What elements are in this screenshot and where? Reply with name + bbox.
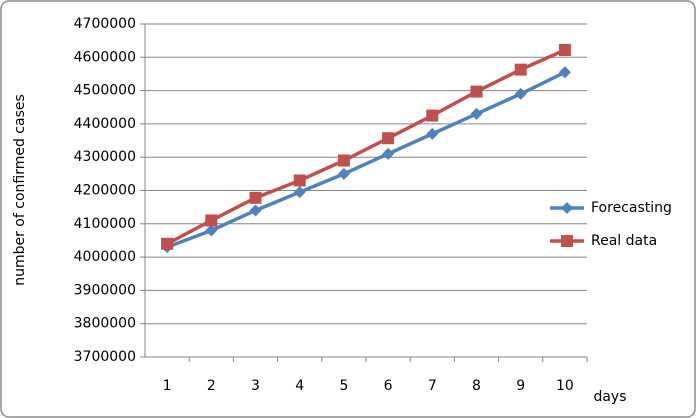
point-marker [205,214,218,227]
point-marker [337,154,350,167]
point-marker [558,66,571,79]
x-tick-label: 9 [516,378,525,394]
y-tick-label: 4000000 [74,249,136,265]
y-axis-label: number of confirmed cases [12,94,28,286]
x-tick-label: 5 [339,378,348,394]
point-marker [293,174,306,187]
y-tick-label: 4700000 [74,16,136,32]
x-tick-label: 4 [295,378,304,394]
y-tick-label: 4500000 [74,83,136,99]
point-marker [337,167,350,180]
point-marker [561,235,573,247]
point-marker [470,107,483,120]
legend-label: Forecasting [591,200,672,216]
point-marker [426,127,439,140]
x-tick-label: 8 [472,378,481,394]
x-tick-label: 6 [384,378,393,394]
y-tick-label: 4300000 [74,149,136,165]
x-tick-label: 10 [556,378,574,394]
point-marker [382,147,395,160]
y-tick-label: 3900000 [74,282,136,298]
point-marker [249,204,262,217]
point-marker [426,109,439,122]
point-marker [558,43,571,56]
x-axis-label: days [593,389,626,405]
legend-label: Real data [591,233,657,249]
y-tick-label: 4100000 [74,216,136,232]
point-marker [382,132,395,145]
point-marker [161,237,174,250]
point-marker [514,87,527,100]
point-marker [514,63,527,76]
point-marker [293,186,306,199]
x-tick-label: 7 [428,378,437,394]
y-tick-label: 3700000 [74,349,136,365]
y-tick-label: 3800000 [74,316,136,332]
point-marker [470,85,483,98]
y-tick-label: 4600000 [74,49,136,65]
y-tick-label: 4200000 [74,183,136,199]
x-tick-label: 1 [163,378,172,394]
series-line [166,48,566,246]
x-tick-label: 2 [207,378,216,394]
point-marker [205,224,218,237]
series-line [166,70,566,249]
point-marker [249,191,262,204]
x-tick-label: 3 [251,378,260,394]
y-tick-label: 4400000 [74,116,136,132]
point-marker [561,202,573,214]
